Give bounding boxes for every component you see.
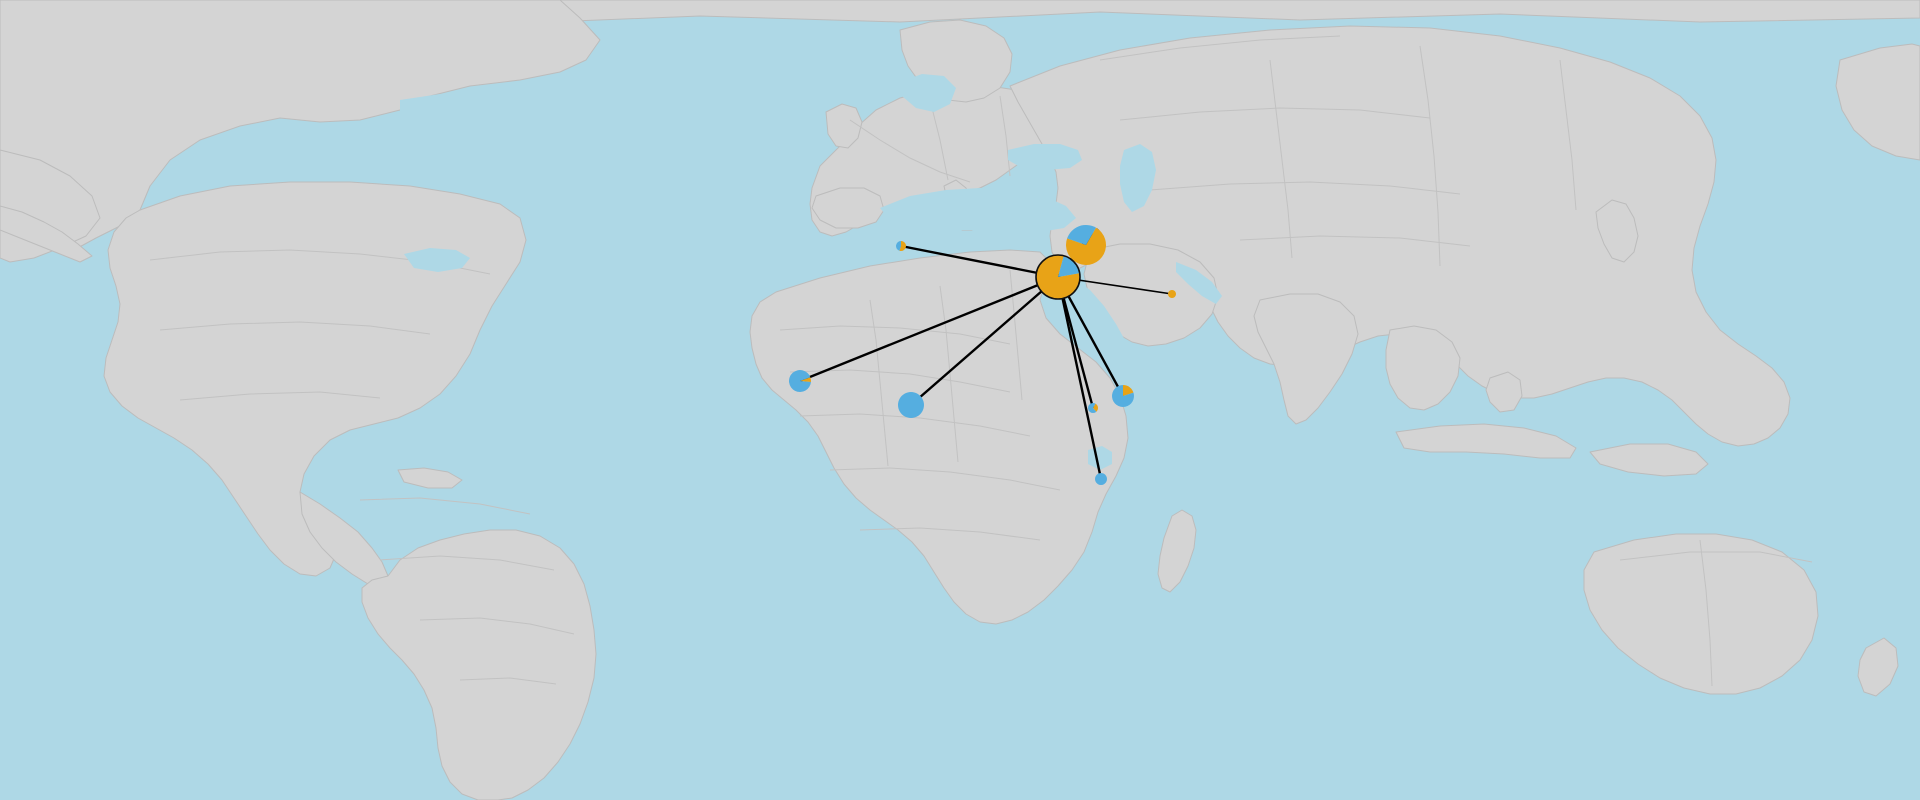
land-new-guinea xyxy=(1589,443,1709,477)
pie-slice-origin xyxy=(1167,290,1176,298)
flow-line-cairo-gulf-of-guinea xyxy=(910,276,1059,406)
node-marker-east-africa-node[interactable] xyxy=(1094,473,1107,485)
land-south-america xyxy=(361,529,597,800)
pie-slice-destination xyxy=(1088,403,1097,414)
land-caribbean-islands xyxy=(397,467,463,489)
node-marker-gulf-of-guinea-node[interactable] xyxy=(897,392,924,419)
pie-slice-destination xyxy=(1112,385,1134,407)
node-marker-sudan-node[interactable] xyxy=(1088,403,1098,414)
land-madagascar xyxy=(1157,509,1197,593)
node-marker-horn-of-africa-node[interactable] xyxy=(1112,385,1134,407)
water-baltic-sea xyxy=(900,74,956,112)
land-philippines xyxy=(1485,371,1523,413)
pie-slice-destination xyxy=(1058,255,1080,277)
water-red-sea xyxy=(1072,280,1134,366)
node-marker-western-sahel-node[interactable] xyxy=(789,370,812,392)
water-mediterranean xyxy=(880,188,1076,232)
land-new-zealand xyxy=(1857,637,1899,697)
water-persian-gulf xyxy=(1176,262,1222,304)
node-marker-levant-node[interactable] xyxy=(1066,225,1106,265)
pie-slice-origin xyxy=(800,377,812,382)
land-aleutian-islands xyxy=(0,205,93,263)
flow-line-cairo-algeria xyxy=(900,244,1059,279)
inland-water-layer xyxy=(400,74,1222,470)
land-british-isles xyxy=(825,103,863,149)
pie-slice-destination xyxy=(789,370,811,392)
pie-slice-origin xyxy=(899,241,906,251)
water-lake-victoria xyxy=(1088,446,1112,470)
land-africa xyxy=(749,249,1129,625)
water-caspian-sea xyxy=(1120,144,1156,212)
pie-slice-destination xyxy=(897,392,924,419)
land-kamchatka xyxy=(1835,43,1920,161)
node-marker-arabian-peninsula-node[interactable] xyxy=(1167,290,1176,298)
flow-line-cairo-western-sahel xyxy=(799,275,1059,383)
pie-slice-destination xyxy=(1067,225,1096,245)
water-great-lakes xyxy=(404,248,470,272)
pie-slice-destination xyxy=(896,241,901,251)
pie-slice-destination xyxy=(1094,473,1107,485)
land-australia xyxy=(1583,533,1819,695)
water-hudson-bay xyxy=(400,94,500,146)
land-india xyxy=(1253,293,1359,425)
pie-slice-origin xyxy=(1123,385,1134,396)
land-southeast-asia xyxy=(1385,325,1461,411)
pie-slice-origin xyxy=(1093,403,1098,412)
flow-line-cairo-east-africa xyxy=(1056,276,1103,480)
node-marker-cairo-hub[interactable] xyxy=(1035,254,1081,300)
node-marker-algeria-node[interactable] xyxy=(896,241,906,251)
land-indonesia xyxy=(1395,423,1577,459)
country-border-lines xyxy=(149,35,1813,687)
land-iberia xyxy=(811,187,885,229)
land-japan xyxy=(1595,199,1639,263)
node-markers-layer xyxy=(789,225,1176,485)
water-black-sea xyxy=(1008,144,1082,170)
pie-outline-ring xyxy=(1035,254,1081,300)
pie-slice-origin xyxy=(1066,227,1106,265)
